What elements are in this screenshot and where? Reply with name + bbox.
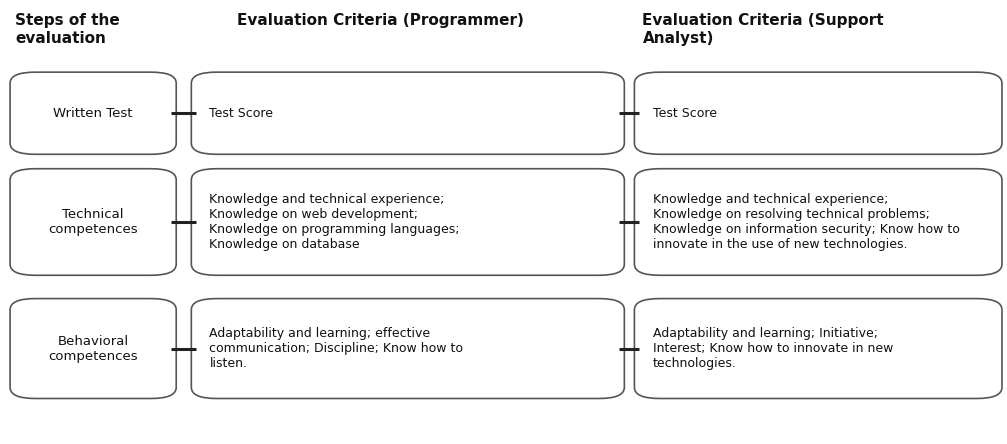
FancyBboxPatch shape [10, 72, 176, 155]
Text: Knowledge and technical experience;
Knowledge on web development;
Knowledge on p: Knowledge and technical experience; Know… [209, 193, 460, 251]
FancyBboxPatch shape [191, 298, 624, 399]
Text: Test Score: Test Score [209, 107, 274, 120]
FancyBboxPatch shape [10, 298, 176, 399]
FancyBboxPatch shape [634, 298, 1002, 399]
Text: Evaluation Criteria (Programmer): Evaluation Criteria (Programmer) [237, 13, 524, 28]
Text: Written Test: Written Test [53, 107, 133, 120]
Text: Test Score: Test Score [653, 107, 717, 120]
Text: Adaptability and learning; Initiative;
Interest; Know how to innovate in new
tec: Adaptability and learning; Initiative; I… [653, 327, 893, 370]
FancyBboxPatch shape [634, 169, 1002, 275]
Text: Knowledge and technical experience;
Knowledge on resolving technical problems;
K: Knowledge and technical experience; Know… [653, 193, 960, 251]
Text: Steps of the
evaluation: Steps of the evaluation [15, 13, 120, 46]
Text: Evaluation Criteria (Support
Analyst): Evaluation Criteria (Support Analyst) [642, 13, 884, 46]
Text: Technical
competences: Technical competences [48, 208, 138, 236]
Text: Behavioral
competences: Behavioral competences [48, 334, 138, 363]
FancyBboxPatch shape [10, 169, 176, 275]
FancyBboxPatch shape [634, 72, 1002, 155]
FancyBboxPatch shape [191, 72, 624, 155]
Text: Adaptability and learning; effective
communication; Discipline; Know how to
list: Adaptability and learning; effective com… [209, 327, 463, 370]
FancyBboxPatch shape [191, 169, 624, 275]
